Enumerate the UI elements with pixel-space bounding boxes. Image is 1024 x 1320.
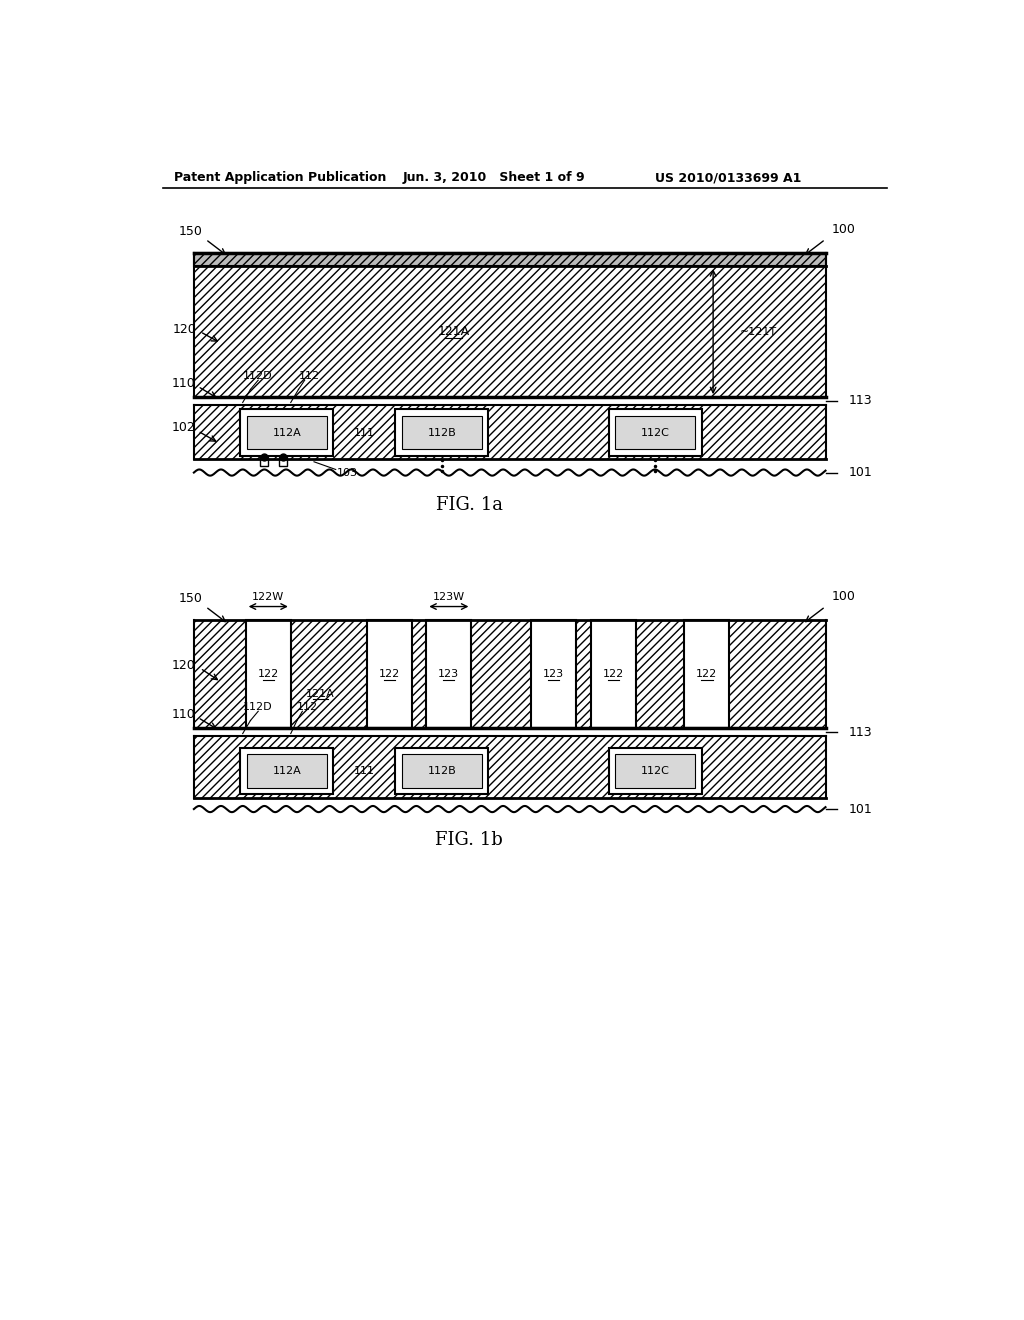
- Bar: [241, 409, 334, 455]
- Bar: [395, 748, 488, 795]
- Bar: [247, 755, 328, 788]
- Text: 112D: 112D: [243, 371, 272, 380]
- Text: 112A: 112A: [272, 428, 301, 437]
- Text: 121A: 121A: [306, 689, 335, 698]
- Bar: [194, 620, 825, 729]
- Bar: [367, 620, 412, 729]
- Text: 123W: 123W: [433, 593, 465, 602]
- Bar: [246, 620, 291, 729]
- Bar: [260, 457, 267, 466]
- Text: 112: 112: [297, 702, 318, 711]
- Text: 110: 110: [171, 376, 196, 389]
- Text: 112A: 112A: [272, 767, 301, 776]
- Text: 110: 110: [171, 708, 196, 721]
- Bar: [531, 620, 575, 729]
- Bar: [401, 755, 482, 788]
- Text: ~121T: ~121T: [740, 326, 777, 337]
- Bar: [614, 755, 695, 788]
- Text: 122: 122: [696, 669, 718, 680]
- Text: 122: 122: [258, 669, 279, 680]
- Text: 100: 100: [831, 590, 856, 603]
- Bar: [194, 253, 825, 267]
- Bar: [608, 409, 701, 455]
- Text: 120: 120: [171, 659, 196, 672]
- Bar: [426, 620, 471, 729]
- Text: 101: 101: [849, 803, 872, 816]
- Text: 112: 112: [299, 371, 319, 380]
- Bar: [608, 748, 701, 795]
- Text: 102: 102: [171, 421, 196, 434]
- Text: 122W: 122W: [252, 593, 285, 602]
- Text: 150: 150: [178, 591, 203, 605]
- Bar: [684, 620, 729, 729]
- Text: Patent Application Publication: Patent Application Publication: [174, 172, 387, 185]
- Text: 112C: 112C: [641, 767, 670, 776]
- Text: 123: 123: [438, 669, 460, 680]
- Text: 100: 100: [831, 223, 856, 236]
- Text: FIG. 1a: FIG. 1a: [435, 496, 503, 513]
- Bar: [241, 748, 334, 795]
- Text: 150: 150: [178, 224, 203, 238]
- Bar: [395, 409, 488, 455]
- Text: 101: 101: [849, 466, 872, 479]
- Text: 112B: 112B: [427, 428, 457, 437]
- Bar: [194, 737, 825, 797]
- Text: 111: 111: [354, 767, 375, 776]
- Text: Jun. 3, 2010   Sheet 1 of 9: Jun. 3, 2010 Sheet 1 of 9: [403, 172, 586, 185]
- Text: 111: 111: [354, 428, 375, 437]
- Text: 112B: 112B: [427, 767, 457, 776]
- Text: 122: 122: [602, 669, 624, 680]
- Text: 113: 113: [849, 726, 872, 739]
- Text: 112C: 112C: [641, 428, 670, 437]
- Text: 113: 113: [849, 395, 872, 408]
- Bar: [591, 620, 636, 729]
- Text: 112D: 112D: [243, 702, 272, 711]
- Text: FIG. 1b: FIG. 1b: [435, 830, 503, 849]
- Text: 123: 123: [543, 669, 564, 680]
- Text: 122: 122: [379, 669, 399, 680]
- Text: US 2010/0133699 A1: US 2010/0133699 A1: [655, 172, 802, 185]
- Bar: [401, 416, 482, 449]
- Text: 121A: 121A: [437, 325, 470, 338]
- Bar: [194, 405, 825, 459]
- Bar: [280, 457, 287, 466]
- Bar: [614, 416, 695, 449]
- Bar: [247, 416, 328, 449]
- Bar: [194, 267, 825, 397]
- Text: 120: 120: [173, 323, 197, 335]
- Text: 103: 103: [337, 467, 358, 478]
